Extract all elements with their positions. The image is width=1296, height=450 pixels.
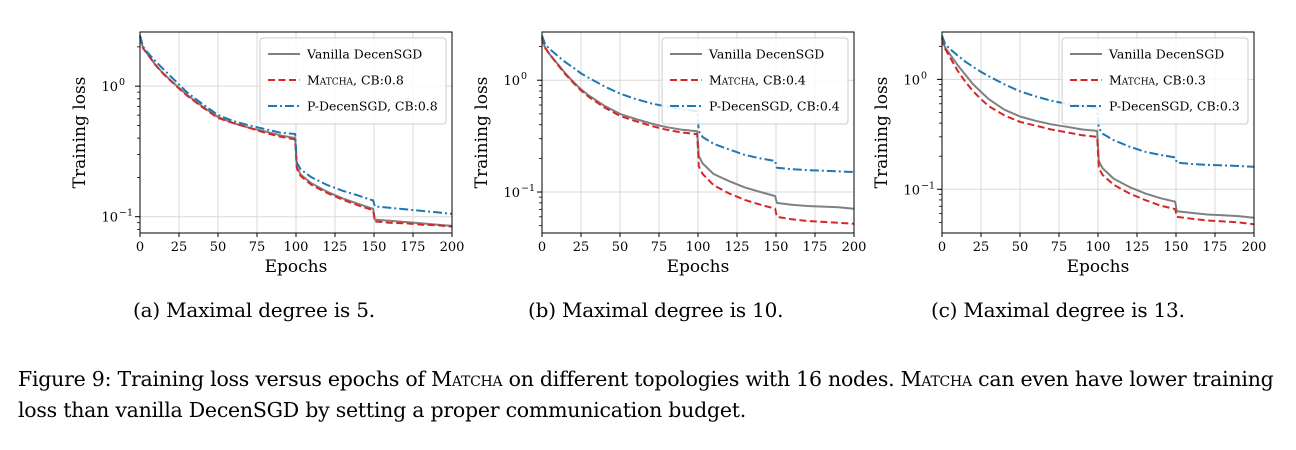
x-tick-label: 0: [938, 240, 946, 255]
caption-method-1: Matcha: [431, 367, 503, 391]
subplot-c: 0 25 50 75 100 125 150 175 200 10 0 10 −1 Epochs Train…: [857, 10, 1277, 277]
y-tick-label: 10: [903, 73, 920, 88]
series-line-vanilla: [139, 36, 453, 227]
x-tick-label: 50: [210, 240, 227, 255]
x-tick-label: 125: [323, 240, 348, 255]
x-tick-label: 100: [284, 240, 309, 255]
y-tick-exponent: −1: [521, 183, 535, 194]
x-tick-label: 200: [440, 240, 465, 255]
subcaption-c: (c) Maximal degree is 13.: [931, 298, 1185, 322]
x-tick-label: 175: [1203, 240, 1228, 255]
x-tick-label: 125: [1125, 240, 1150, 255]
y-tick-exponent: −1: [119, 208, 133, 219]
legend-box: [1061, 37, 1249, 125]
caption-text-1: Training loss versus epochs of: [111, 367, 432, 391]
y-tick-label: 10: [503, 74, 520, 89]
legend-label-vanilla: Vanilla DecenSGD: [1108, 47, 1224, 62]
caption-text-3: can even have lower training loss than v…: [18, 367, 1274, 422]
caption-text-2: on different topologies with 16 nodes.: [502, 367, 901, 391]
subcaption-b: (b) Maximal degree is 10.: [528, 298, 784, 322]
x-tick-label: 200: [1242, 240, 1267, 255]
x-tick-label: 0: [136, 240, 144, 255]
series-line-pdecensgd: [941, 35, 1255, 168]
series-line-matcha: [541, 37, 855, 225]
x-tick-label: 75: [249, 240, 266, 255]
legend-label-pdecensgd: P-DecenSGD, CB:0.3: [1109, 99, 1240, 114]
y-tick-exponent: −1: [921, 180, 935, 191]
figure-caption: Figure 9: Training loss versus epochs of…: [18, 364, 1280, 426]
caption-method-2: Matcha: [900, 367, 972, 391]
x-axis-label: Epochs: [667, 257, 730, 277]
y-tick-exponent: 0: [119, 77, 125, 88]
x-tick-label: 150: [362, 240, 387, 255]
legend-label-pdecensgd: P-DecenSGD, CB:0.8: [307, 99, 438, 114]
subplot-a: 0 25 50 75 100 125 150 175 200 10 0 10 −1 Epochs Train…: [55, 10, 475, 277]
x-tick-label: 175: [803, 240, 828, 255]
legend-box: [259, 37, 447, 125]
y-axis-label: Training loss: [472, 77, 492, 189]
series-line-pdecensgd: [139, 35, 453, 215]
x-tick-label: 25: [171, 240, 188, 255]
caption-label: Figure 9:: [18, 367, 112, 391]
y-tick-exponent: 0: [921, 70, 927, 81]
legend-label-vanilla: Vanilla DecenSGD: [708, 47, 824, 62]
y-tick-label: 10: [903, 183, 920, 198]
legend-label-pdecensgd: P-DecenSGD, CB:0.4: [709, 99, 840, 114]
legend-box: [661, 37, 849, 125]
subplot-b: 0 25 50 75 100 125 150 175 200 10 0 10 −1 Epochs Train…: [457, 10, 877, 277]
subcaption-a: (a) Maximal degree is 5.: [133, 298, 375, 322]
legend-label-matcha: Matcha, CB:0.3: [1109, 73, 1206, 88]
x-tick-label: 75: [651, 240, 668, 255]
y-tick-label: 10: [503, 186, 520, 201]
x-tick-label: 50: [612, 240, 629, 255]
series-line-matcha: [941, 38, 1255, 226]
y-tick-label: 10: [101, 211, 118, 226]
x-tick-label: 200: [842, 240, 867, 255]
x-tick-label: 75: [1051, 240, 1068, 255]
x-axis-label: Epochs: [265, 257, 328, 277]
x-tick-label: 25: [973, 240, 990, 255]
series-line-matcha: [139, 36, 453, 228]
x-tick-label: 0: [538, 240, 546, 255]
series-line-vanilla: [941, 37, 1255, 219]
y-tick-label: 10: [101, 80, 118, 95]
x-tick-label: 25: [573, 240, 590, 255]
y-tick-exponent: 0: [521, 71, 527, 82]
x-tick-label: 100: [1086, 240, 1111, 255]
y-axis-label: Training loss: [872, 77, 892, 189]
x-axis-label: Epochs: [1067, 257, 1130, 277]
x-tick-label: 150: [764, 240, 789, 255]
x-tick-label: 150: [1164, 240, 1189, 255]
legend-label-vanilla: Vanilla DecenSGD: [306, 47, 422, 62]
x-tick-label: 50: [1012, 240, 1029, 255]
x-tick-label: 125: [725, 240, 750, 255]
legend-label-matcha: Matcha, CB:0.8: [307, 73, 404, 88]
x-tick-label: 175: [401, 240, 426, 255]
legend-label-matcha: Matcha, CB:0.4: [709, 73, 806, 88]
x-tick-label: 100: [686, 240, 711, 255]
y-axis-label: Training loss: [70, 77, 90, 189]
